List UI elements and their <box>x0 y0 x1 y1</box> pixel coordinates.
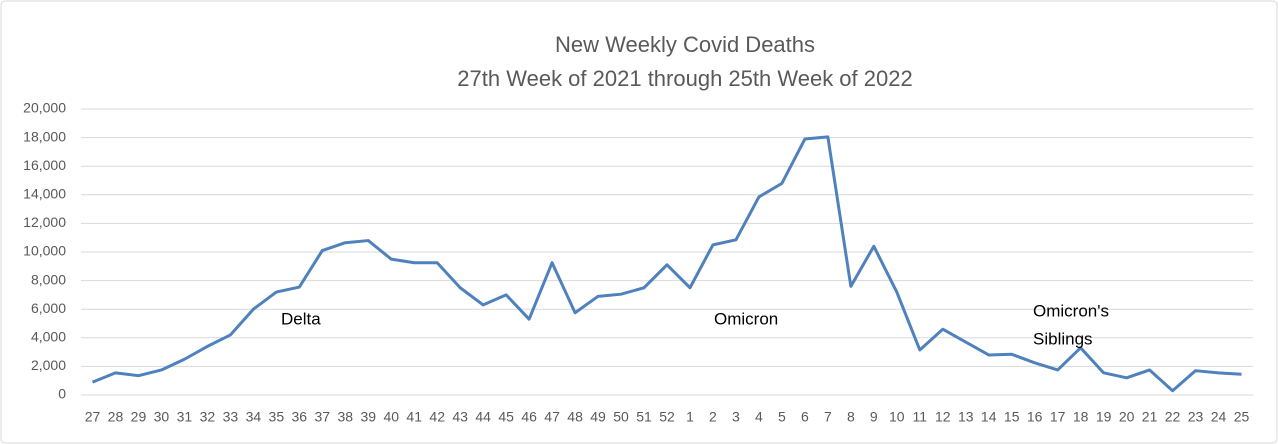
x-tick-label: 25 <box>1234 409 1250 425</box>
x-tick-label: 5 <box>778 409 786 425</box>
x-tick-label: 50 <box>613 409 629 425</box>
x-tick-label: 1 <box>686 409 694 425</box>
x-tick-label: 11 <box>913 409 928 425</box>
x-tick-label: 31 <box>177 409 193 425</box>
x-tick-label: 14 <box>981 409 997 425</box>
x-tick-label: 19 <box>1096 409 1112 425</box>
x-tick-label: 18 <box>1073 409 1089 425</box>
x-tick-label: 33 <box>223 409 239 425</box>
x-tick-label: 38 <box>337 409 353 425</box>
annotation: Delta <box>281 309 321 328</box>
y-tick-label: 14,000 <box>23 186 66 202</box>
x-tick-label: 44 <box>475 409 491 425</box>
x-tick-label: 47 <box>544 409 560 425</box>
x-tick-label: 28 <box>108 409 124 425</box>
x-tick-label: 16 <box>1027 409 1043 425</box>
x-tick-label: 21 <box>1142 409 1158 425</box>
x-tick-label: 3 <box>732 409 740 425</box>
y-tick-label: 12,000 <box>23 214 66 230</box>
x-tick-label: 29 <box>131 409 147 425</box>
y-tick-label: 8,000 <box>31 271 66 287</box>
x-tick-label: 39 <box>360 409 376 425</box>
x-tick-label: 45 <box>498 409 514 425</box>
x-tick-label: 10 <box>889 409 905 425</box>
x-tick-label: 36 <box>292 409 308 425</box>
y-tick-label: 0 <box>58 386 66 402</box>
x-tick-label: 51 <box>636 409 652 425</box>
x-tick-label: 49 <box>590 409 606 425</box>
x-tick-label: 17 <box>1050 409 1066 425</box>
x-tick-label: 42 <box>429 409 445 425</box>
annotation: Omicron's <box>1033 301 1109 320</box>
x-tick-label: 8 <box>847 409 855 425</box>
annotation: Siblings <box>1033 329 1093 348</box>
annotation: Omicron <box>714 309 778 328</box>
x-tick-label: 48 <box>567 409 583 425</box>
x-tick-label: 23 <box>1188 409 1204 425</box>
y-tick-label: 18,000 <box>23 128 66 144</box>
x-tick-label: 12 <box>935 409 951 425</box>
x-tick-label: 22 <box>1165 409 1181 425</box>
x-tick-label: 20 <box>1119 409 1135 425</box>
x-tick-label: 9 <box>870 409 878 425</box>
x-tick-label: 46 <box>521 409 537 425</box>
x-tick-label: 52 <box>659 409 675 425</box>
data-line <box>91 135 1242 393</box>
y-tick-label: 20,000 <box>23 100 66 116</box>
chart-subtitle: 27th Week of 2021 through 25th Week of 2… <box>457 66 912 91</box>
x-tick-label: 40 <box>383 409 399 425</box>
y-tick-label: 2,000 <box>31 357 66 373</box>
x-tick-label: 34 <box>246 409 262 425</box>
x-tick-label: 37 <box>315 409 331 425</box>
x-tick-label: 7 <box>824 409 832 425</box>
x-tick-label: 24 <box>1211 409 1227 425</box>
y-tick-label: 4,000 <box>31 329 66 345</box>
x-tick-label: 13 <box>958 409 974 425</box>
x-tick-label: 30 <box>154 409 170 425</box>
x-tick-label: 6 <box>801 409 809 425</box>
x-tick-label: 41 <box>406 409 422 425</box>
x-tick-label: 43 <box>452 409 468 425</box>
y-tick-label: 10,000 <box>23 243 66 259</box>
x-tick-label: 32 <box>200 409 216 425</box>
x-tick-label: 15 <box>1004 409 1020 425</box>
y-tick-label: 6,000 <box>31 300 66 316</box>
x-tick-label: 4 <box>755 409 763 425</box>
x-tick-label: 27 <box>85 409 101 425</box>
y-tick-label: 16,000 <box>23 157 66 173</box>
x-tick-label: 35 <box>269 409 285 425</box>
x-tick-label: 2 <box>709 409 717 425</box>
chart-title: New Weekly Covid Deaths <box>555 32 815 57</box>
